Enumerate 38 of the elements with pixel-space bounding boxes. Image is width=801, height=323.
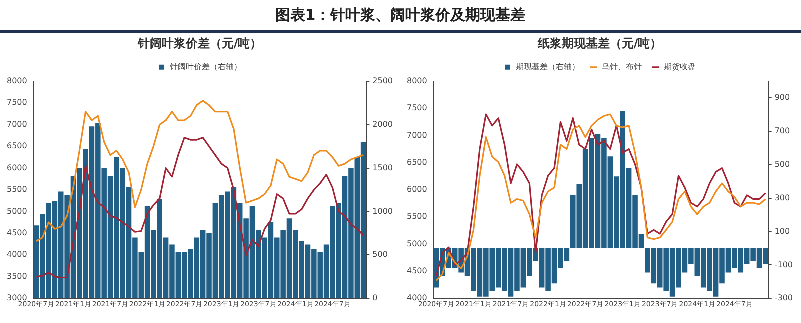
y-tick-label: 7000	[7, 120, 28, 129]
y-tick-label: 5500	[407, 212, 428, 222]
y-tick-label: 7500	[407, 104, 428, 113]
y-tick-label: 4000	[7, 250, 28, 260]
y2-tick-label: 700	[774, 126, 790, 136]
legend-label: 期货收盘	[664, 62, 696, 72]
y2-tick-label: 100	[774, 226, 790, 236]
y-tick-label: 5500	[7, 185, 28, 194]
y2-tick-label: 2000	[372, 120, 393, 129]
y-tick-label: 4500	[7, 228, 28, 238]
y-tick-label: 7000	[407, 130, 428, 140]
y2-tick-label: 1500	[372, 163, 393, 172]
y-tick-label: 7500	[7, 98, 28, 108]
y2-tick-label: 1000	[372, 206, 393, 216]
y2-tick-label: -100	[774, 260, 793, 270]
y2-tick-label: 900	[774, 93, 790, 102]
y2-tick-label: 500	[372, 250, 388, 260]
y-tick-label: 6000	[7, 163, 28, 172]
y-tick-label: 6500	[7, 142, 28, 151]
y-tick-label: 8000	[7, 76, 28, 86]
y-tick-label: 5000	[7, 206, 28, 216]
y-tick-label: 8000	[407, 76, 428, 86]
y2-tick-label: 0	[372, 294, 378, 303]
legend-label: 乌针、布针	[602, 62, 642, 72]
y-tick-label: 4500	[407, 266, 428, 276]
legend-label: 期现基差（右轴）	[516, 62, 580, 72]
y-tick-label: 6500	[407, 158, 428, 167]
y2-tick-label: 2500	[372, 76, 393, 86]
chart-title: 纸浆期现基差（元/吨）	[536, 36, 662, 50]
text: 图表1：针叶浆、阔叶浆价及期现基差	[0, 0, 801, 33]
y2-tick-label: -300	[774, 294, 793, 303]
legend-label: 针阔叶价差（右轴）	[169, 62, 242, 72]
y-tick-label: 6000	[407, 185, 428, 194]
y2-tick-label: 500	[774, 160, 790, 170]
chart-title: 针阔叶浆价差（元/吨）	[136, 36, 262, 50]
y-tick-label: 5000	[407, 239, 428, 248]
y-tick-label: 3500	[7, 272, 28, 281]
y2-tick-label: 300	[774, 193, 790, 202]
